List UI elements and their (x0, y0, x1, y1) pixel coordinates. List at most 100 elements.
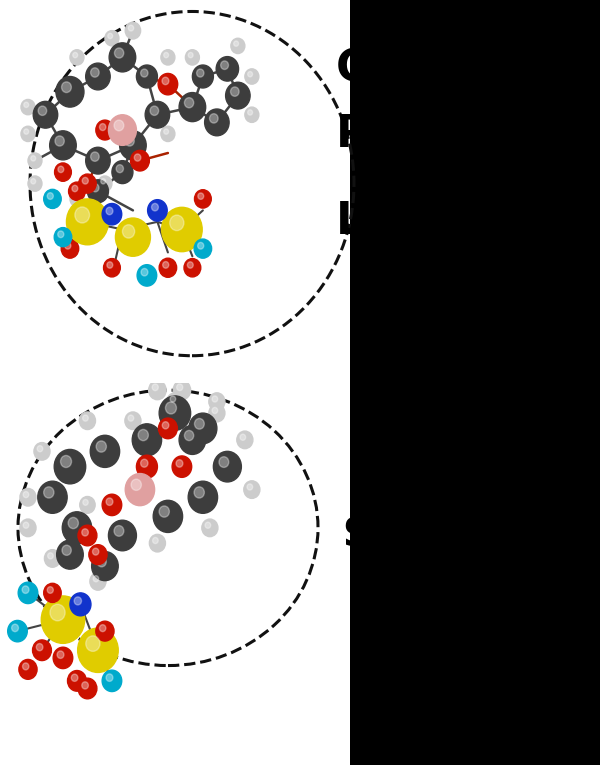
Circle shape (205, 522, 211, 529)
Circle shape (53, 647, 73, 669)
Circle shape (57, 651, 64, 659)
Circle shape (140, 69, 148, 77)
Circle shape (78, 526, 97, 546)
Circle shape (47, 193, 53, 200)
Circle shape (202, 519, 218, 537)
Circle shape (145, 101, 170, 129)
Circle shape (166, 402, 176, 414)
Circle shape (132, 481, 148, 498)
Circle shape (86, 636, 100, 651)
Circle shape (159, 259, 176, 278)
Circle shape (164, 52, 169, 58)
Circle shape (193, 65, 214, 88)
Circle shape (31, 156, 35, 161)
Circle shape (88, 180, 109, 203)
Circle shape (67, 199, 109, 245)
Circle shape (68, 182, 85, 200)
Circle shape (184, 431, 194, 441)
Circle shape (230, 87, 239, 96)
Circle shape (197, 243, 204, 249)
Bar (350, 382, 600, 765)
Circle shape (79, 412, 95, 430)
Circle shape (130, 150, 149, 171)
Circle shape (54, 450, 86, 484)
Circle shape (34, 442, 50, 461)
Circle shape (105, 31, 119, 46)
Circle shape (38, 481, 67, 513)
Circle shape (61, 455, 71, 467)
Circle shape (163, 262, 169, 269)
Circle shape (161, 207, 202, 252)
Circle shape (149, 534, 166, 552)
Circle shape (100, 124, 106, 131)
Circle shape (176, 460, 183, 467)
Circle shape (44, 190, 61, 209)
Circle shape (188, 52, 193, 58)
Circle shape (244, 480, 260, 499)
Circle shape (187, 262, 193, 269)
Circle shape (73, 52, 77, 58)
Circle shape (86, 63, 110, 90)
Circle shape (233, 41, 239, 47)
Circle shape (96, 120, 114, 140)
Circle shape (41, 596, 85, 643)
Circle shape (219, 457, 229, 467)
Circle shape (138, 429, 148, 441)
Circle shape (109, 520, 136, 551)
Circle shape (55, 136, 64, 146)
Circle shape (50, 131, 76, 160)
Circle shape (24, 103, 29, 108)
Circle shape (62, 545, 71, 555)
Circle shape (21, 99, 35, 115)
Circle shape (70, 50, 84, 65)
Circle shape (71, 674, 78, 682)
Circle shape (161, 126, 175, 142)
Circle shape (92, 552, 118, 581)
Circle shape (125, 412, 141, 430)
Circle shape (70, 593, 91, 616)
Circle shape (101, 179, 106, 184)
Circle shape (82, 177, 88, 184)
Circle shape (78, 679, 97, 699)
Text: Li: Li (336, 200, 380, 243)
Circle shape (31, 179, 35, 184)
Circle shape (212, 396, 218, 402)
Circle shape (116, 164, 124, 173)
Circle shape (159, 506, 169, 517)
Circle shape (176, 384, 183, 391)
Circle shape (47, 587, 53, 594)
Text: S: S (342, 516, 370, 555)
Circle shape (115, 48, 124, 58)
Circle shape (173, 381, 191, 399)
Circle shape (109, 43, 136, 72)
Circle shape (102, 203, 122, 225)
Circle shape (128, 25, 134, 31)
Circle shape (197, 69, 204, 77)
Circle shape (247, 484, 253, 490)
Circle shape (140, 459, 148, 467)
Circle shape (97, 557, 106, 567)
Circle shape (161, 50, 175, 65)
Circle shape (24, 129, 29, 135)
Circle shape (159, 396, 191, 430)
Circle shape (136, 65, 157, 88)
Circle shape (106, 674, 113, 682)
Circle shape (93, 576, 99, 582)
Circle shape (18, 582, 38, 604)
Circle shape (80, 496, 95, 513)
Circle shape (209, 114, 218, 123)
Circle shape (158, 418, 178, 438)
Circle shape (136, 455, 157, 478)
Circle shape (23, 492, 29, 498)
Circle shape (102, 494, 122, 516)
Circle shape (62, 82, 71, 93)
Circle shape (128, 415, 134, 422)
Circle shape (152, 538, 158, 544)
Circle shape (70, 191, 84, 207)
Circle shape (216, 57, 239, 81)
Circle shape (237, 431, 253, 448)
Circle shape (22, 586, 29, 594)
Circle shape (115, 218, 151, 256)
Circle shape (114, 526, 124, 536)
Circle shape (162, 422, 169, 429)
